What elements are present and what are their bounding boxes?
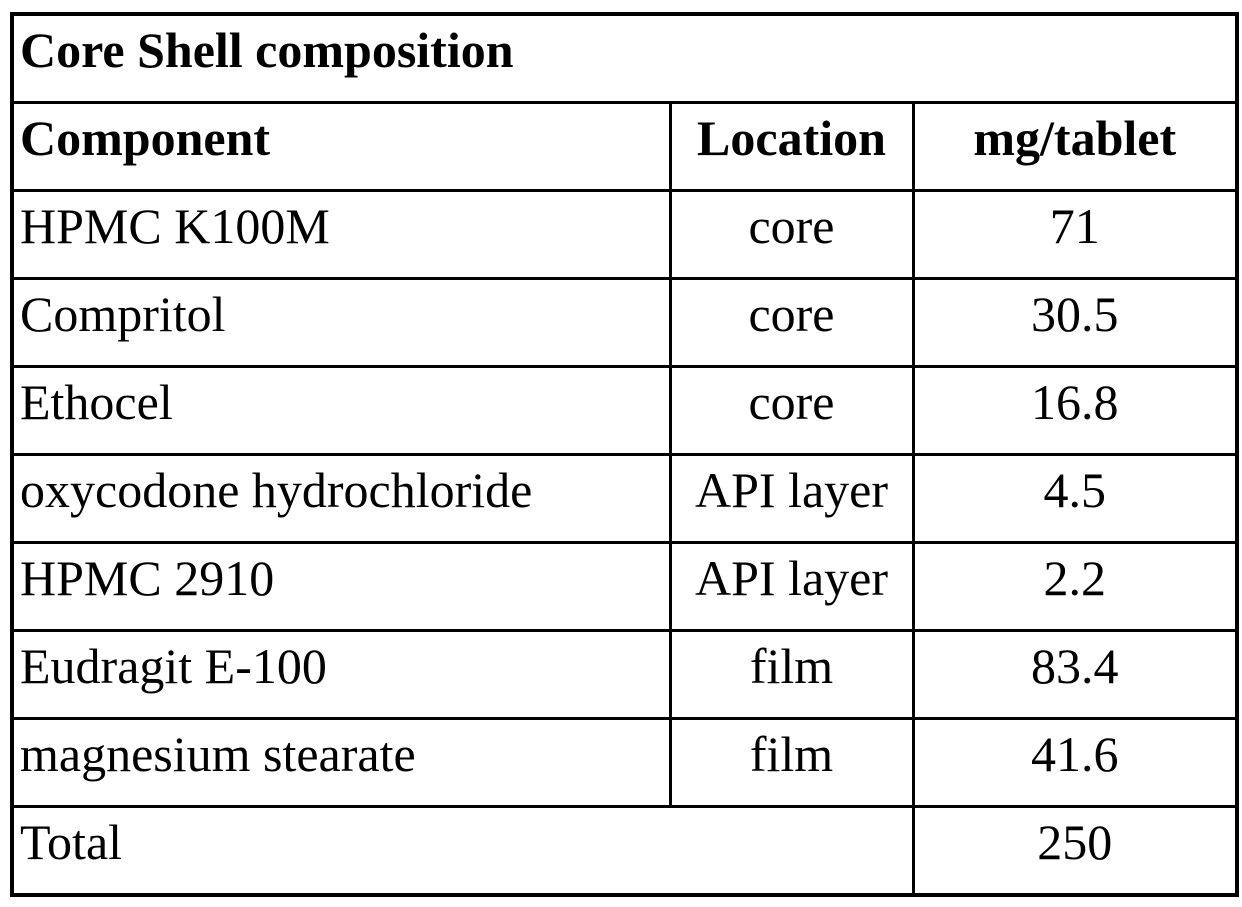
composition-table: Core Shell composition Component Locatio… [10,12,1239,897]
mg-cell: 71 [911,188,1239,280]
table-row: Eudragit E-100 film 83.4 [10,628,1239,720]
table-row: oxycodone hydrochloride API layer 4.5 [10,452,1239,544]
location-cell: API layer [668,452,915,544]
table-row: Compritol core 30.5 [10,276,1239,368]
table-row: HPMC 2910 API layer 2.2 [10,540,1239,632]
location-cell: core [668,364,915,456]
component-cell: magnesium stearate [10,716,672,808]
component-cell: Eudragit E-100 [10,628,672,720]
mg-cell: 83.4 [911,628,1239,720]
table-row: HPMC K100M core 71 [10,188,1239,280]
location-cell: core [668,188,915,280]
total-label-cell: Total [10,804,915,897]
location-cell: film [668,716,915,808]
mg-cell: 41.6 [911,716,1239,808]
mg-cell: 30.5 [911,276,1239,368]
title-row: Core Shell composition [10,12,1239,104]
location-cell: API layer [668,540,915,632]
component-cell: oxycodone hydrochloride [10,452,672,544]
column-header-location: Location [668,100,915,192]
component-cell: Compritol [10,276,672,368]
mg-cell: 4.5 [911,452,1239,544]
table-row: Ethocel core 16.8 [10,364,1239,456]
component-cell: HPMC K100M [10,188,672,280]
header-row: Component Location mg/tablet [10,100,1239,192]
total-row: Total 250 [10,804,1239,897]
location-cell: film [668,628,915,720]
total-value-cell: 250 [911,804,1239,897]
table-title: Core Shell composition [10,12,1239,104]
column-header-component: Component [10,100,672,192]
column-header-mg-tablet: mg/tablet [911,100,1239,192]
component-cell: HPMC 2910 [10,540,672,632]
mg-cell: 2.2 [911,540,1239,632]
location-cell: core [668,276,915,368]
component-cell: Ethocel [10,364,672,456]
table-row: magnesium stearate film 41.6 [10,716,1239,808]
mg-cell: 16.8 [911,364,1239,456]
